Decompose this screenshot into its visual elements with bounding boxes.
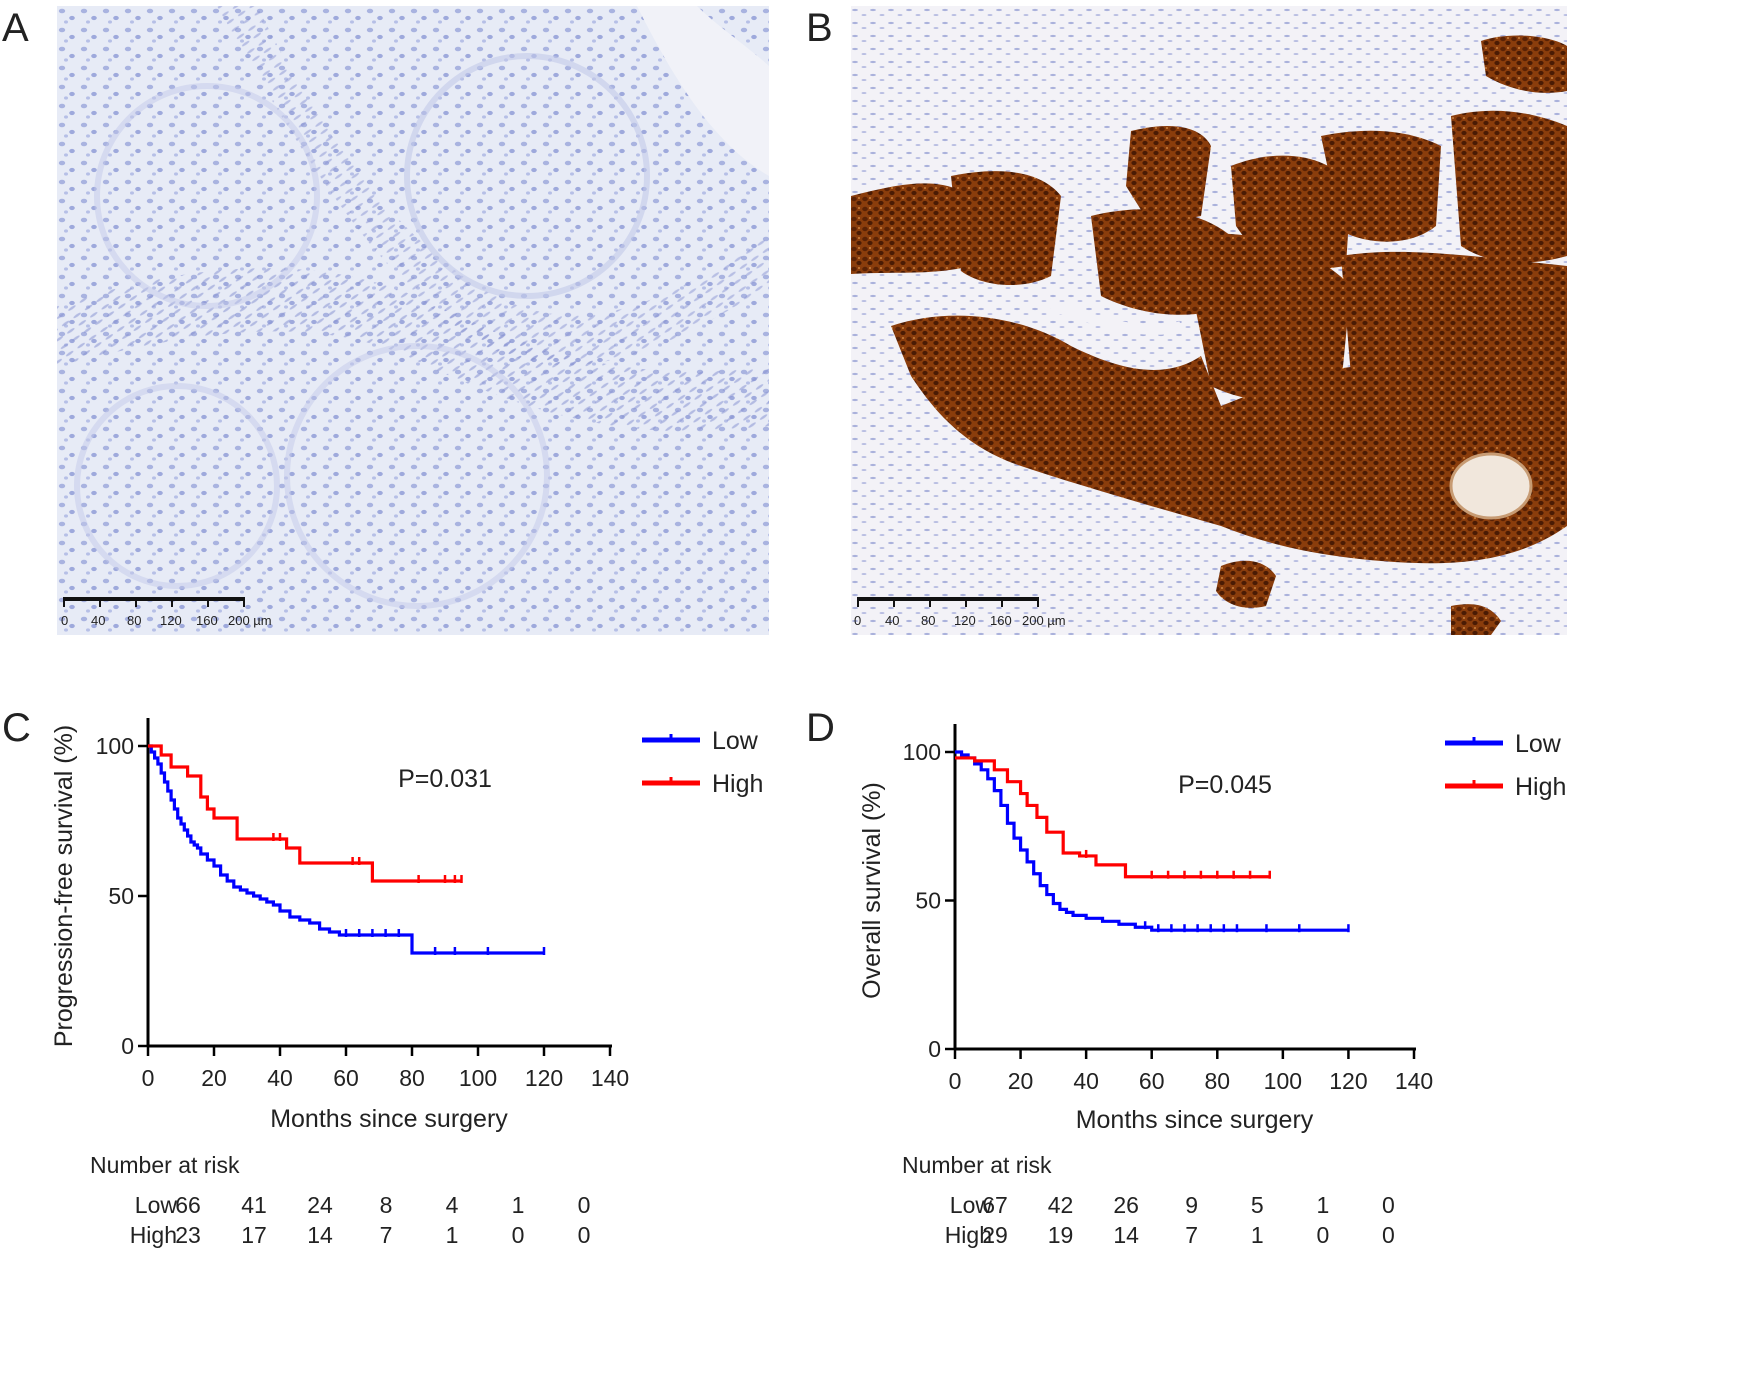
risk-cell: 19: [1047, 1222, 1074, 1248]
risk-cell: 23: [175, 1222, 201, 1248]
y-tick-label: 100: [96, 733, 134, 759]
scale-tick-label: 40: [885, 613, 900, 628]
scale-tick-label: 200 µm: [1022, 613, 1066, 628]
legend-label-high: High: [712, 770, 763, 798]
x-tick-label: 60: [1139, 1068, 1165, 1094]
risk-cell: 1: [445, 1222, 459, 1248]
y-tick-label: 0: [121, 1033, 134, 1059]
risk-row-label: Low: [949, 1192, 992, 1218]
micrograph-b-texture: [851, 6, 1567, 635]
x-tick-label: 140: [591, 1065, 629, 1091]
scale-tick-label: 160: [196, 613, 218, 628]
scale-tick-label: 80: [921, 613, 936, 628]
scale-bar-b: [857, 597, 1039, 607]
scale-tick-label: 0: [854, 613, 862, 628]
risk-table-title: Number at risk: [902, 1152, 1052, 1178]
scale-tick-label: 40: [91, 613, 106, 628]
x-tick-label: 120: [1329, 1068, 1367, 1094]
panel-label-d: D: [806, 706, 835, 750]
scale-bar-a: [63, 597, 245, 607]
x-tick-label: 60: [333, 1065, 359, 1091]
risk-cell: 7: [379, 1222, 393, 1248]
km-curve-low: [955, 750, 1349, 932]
km-curve-high: [955, 756, 1270, 879]
risk-cell: 24: [307, 1192, 333, 1218]
risk-cell: 0: [1316, 1222, 1330, 1248]
x-tick-label: 40: [267, 1065, 293, 1091]
risk-table-title: Number at risk: [90, 1152, 240, 1178]
y-tick-label: 50: [915, 888, 941, 914]
risk-cell: 29: [982, 1222, 1008, 1248]
p-value-annotation: P=0.031: [398, 765, 492, 793]
risk-cell: 26: [1113, 1192, 1139, 1218]
risk-cell: 0: [1382, 1222, 1395, 1248]
scale-tick-label: 120: [954, 613, 976, 628]
x-tick-label: 80: [399, 1065, 425, 1091]
risk-cell: 66: [175, 1192, 201, 1218]
x-tick-label: 40: [1073, 1068, 1099, 1094]
y-axis-title: Overall survival (%): [858, 782, 886, 999]
x-axis-title: Months since surgery: [1076, 1106, 1314, 1134]
x-tick-label: 20: [201, 1065, 227, 1091]
risk-cell: 5: [1250, 1192, 1264, 1218]
risk-cell: 0: [1382, 1192, 1395, 1218]
risk-cell: 42: [1047, 1192, 1074, 1218]
x-tick-label: 80: [1204, 1068, 1230, 1094]
risk-cell: 1: [1250, 1222, 1264, 1248]
risk-cell: 17: [241, 1222, 267, 1248]
risk-cell: 4: [445, 1192, 459, 1218]
risk-cell: 1: [511, 1192, 525, 1218]
scale-tick-label: 120: [160, 613, 182, 628]
risk-cell: 1: [1316, 1192, 1330, 1218]
legend-label-high: High: [1515, 773, 1566, 801]
risk-cell: 0: [577, 1222, 591, 1248]
km-curve-low: [148, 744, 544, 955]
y-axis-title: Progression-free survival (%): [50, 725, 78, 1047]
y-tick-label: 100: [903, 739, 941, 765]
x-axis-title: Months since surgery: [270, 1105, 508, 1133]
panel-label-c: C: [2, 706, 31, 750]
y-tick-label: 0: [928, 1036, 941, 1062]
scale-tick-label: 160: [990, 613, 1012, 628]
x-tick-label: 0: [142, 1065, 155, 1091]
x-tick-label: 20: [1008, 1068, 1034, 1094]
micrograph-a-texture: [57, 6, 769, 635]
p-value-annotation: P=0.045: [1178, 771, 1272, 799]
risk-cell: 41: [241, 1192, 267, 1218]
risk-cell: 7: [1185, 1222, 1199, 1248]
scale-tick-label: 80: [127, 613, 142, 628]
legend-label-low: Low: [1515, 730, 1562, 758]
x-tick-label: 0: [949, 1068, 962, 1094]
risk-cell: 14: [307, 1222, 333, 1248]
risk-cell: 67: [982, 1192, 1008, 1218]
x-tick-label: 140: [1395, 1068, 1433, 1094]
risk-cell: 0: [511, 1222, 525, 1248]
risk-row-label: High: [944, 1222, 992, 1248]
x-tick-label: 120: [525, 1065, 563, 1091]
risk-cell: 14: [1113, 1222, 1139, 1248]
risk-row-label: Low: [134, 1192, 177, 1218]
risk-cell: 9: [1185, 1192, 1199, 1218]
scale-tick-label: 200 µm: [228, 613, 272, 628]
risk-row-label: High: [129, 1222, 177, 1248]
risk-cell: 8: [379, 1192, 393, 1218]
x-tick-label: 100: [459, 1065, 497, 1091]
panel-label-a: A: [2, 6, 29, 50]
km-curve-high: [148, 744, 462, 883]
risk-cell: 0: [577, 1192, 591, 1218]
y-tick-label: 50: [108, 883, 134, 909]
micrograph-b-positive: [851, 6, 1567, 635]
legend-label-low: Low: [712, 727, 759, 755]
x-tick-label: 100: [1264, 1068, 1302, 1094]
scale-tick-label: 0: [61, 613, 69, 628]
panel-label-b: B: [806, 6, 833, 50]
micrograph-a-negative: [57, 6, 769, 635]
